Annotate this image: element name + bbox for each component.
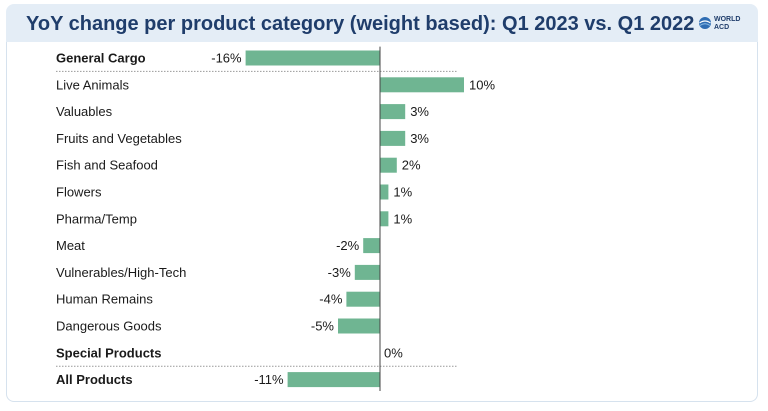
category-label-flowers: Flowers bbox=[56, 185, 102, 200]
chart-title: YoY change per product category (weight … bbox=[26, 13, 695, 35]
logo-line-2: ACD bbox=[714, 24, 730, 31]
bar-live-animals bbox=[380, 77, 464, 93]
category-label-meat: Meat bbox=[56, 238, 85, 253]
bar-pharma-temp bbox=[380, 211, 389, 227]
bar-vulnerables-high-tech bbox=[354, 264, 380, 280]
category-label-general-cargo: General Cargo bbox=[56, 51, 146, 66]
value-label-human-remains: -4% bbox=[319, 292, 343, 307]
value-label-vulnerables-high-tech: -3% bbox=[328, 265, 352, 280]
category-label-valuables: Valuables bbox=[56, 104, 113, 119]
category-label-all-products: All Products bbox=[56, 372, 133, 387]
globe-icon bbox=[699, 17, 711, 29]
category-label-live-animals: Live Animals bbox=[56, 77, 129, 92]
logo-text: WORLD ACD bbox=[714, 16, 744, 32]
logo-line-1: WORLD bbox=[714, 16, 741, 23]
bar-valuables bbox=[380, 104, 406, 120]
value-label-general-cargo: -16% bbox=[211, 51, 242, 66]
bar-fish-and-seafood bbox=[380, 157, 397, 173]
bar-human-remains bbox=[346, 291, 380, 307]
value-label-dangerous-goods: -5% bbox=[311, 319, 335, 334]
value-label-all-products: -11% bbox=[254, 372, 284, 387]
bar-meat bbox=[363, 238, 380, 254]
value-label-live-animals: 10% bbox=[469, 77, 495, 92]
chart-panel bbox=[6, 42, 758, 402]
category-label-fruits-and-vegetables: Fruits and Vegetables bbox=[56, 131, 182, 146]
bar-flowers bbox=[380, 184, 389, 200]
value-label-fruits-and-vegetables: 3% bbox=[410, 131, 429, 146]
category-label-fish-and-seafood: Fish and Seafood bbox=[56, 158, 158, 173]
title-bar: YoY change per product category (weight … bbox=[6, 4, 758, 42]
bar-all-products bbox=[287, 372, 380, 388]
value-label-valuables: 3% bbox=[410, 104, 429, 119]
bar-fruits-and-vegetables bbox=[380, 130, 406, 146]
value-label-meat: -2% bbox=[336, 238, 360, 253]
category-label-vulnerables-high-tech: Vulnerables/High-Tech bbox=[56, 265, 186, 280]
category-label-dangerous-goods: Dangerous Goods bbox=[56, 319, 162, 334]
category-label-pharma-temp: Pharma/Temp bbox=[56, 211, 137, 226]
value-label-flowers: 1% bbox=[393, 185, 412, 200]
bar-general-cargo bbox=[245, 50, 380, 66]
world-acd-logo: WORLD ACD bbox=[698, 15, 740, 37]
value-label-fish-and-seafood: 2% bbox=[402, 158, 421, 173]
category-label-special-products: Special Products bbox=[56, 345, 161, 360]
value-label-pharma-temp: 1% bbox=[393, 211, 412, 226]
value-label-special-products: 0% bbox=[384, 345, 403, 360]
bar-dangerous-goods bbox=[338, 318, 380, 334]
category-label-human-remains: Human Remains bbox=[56, 292, 153, 307]
